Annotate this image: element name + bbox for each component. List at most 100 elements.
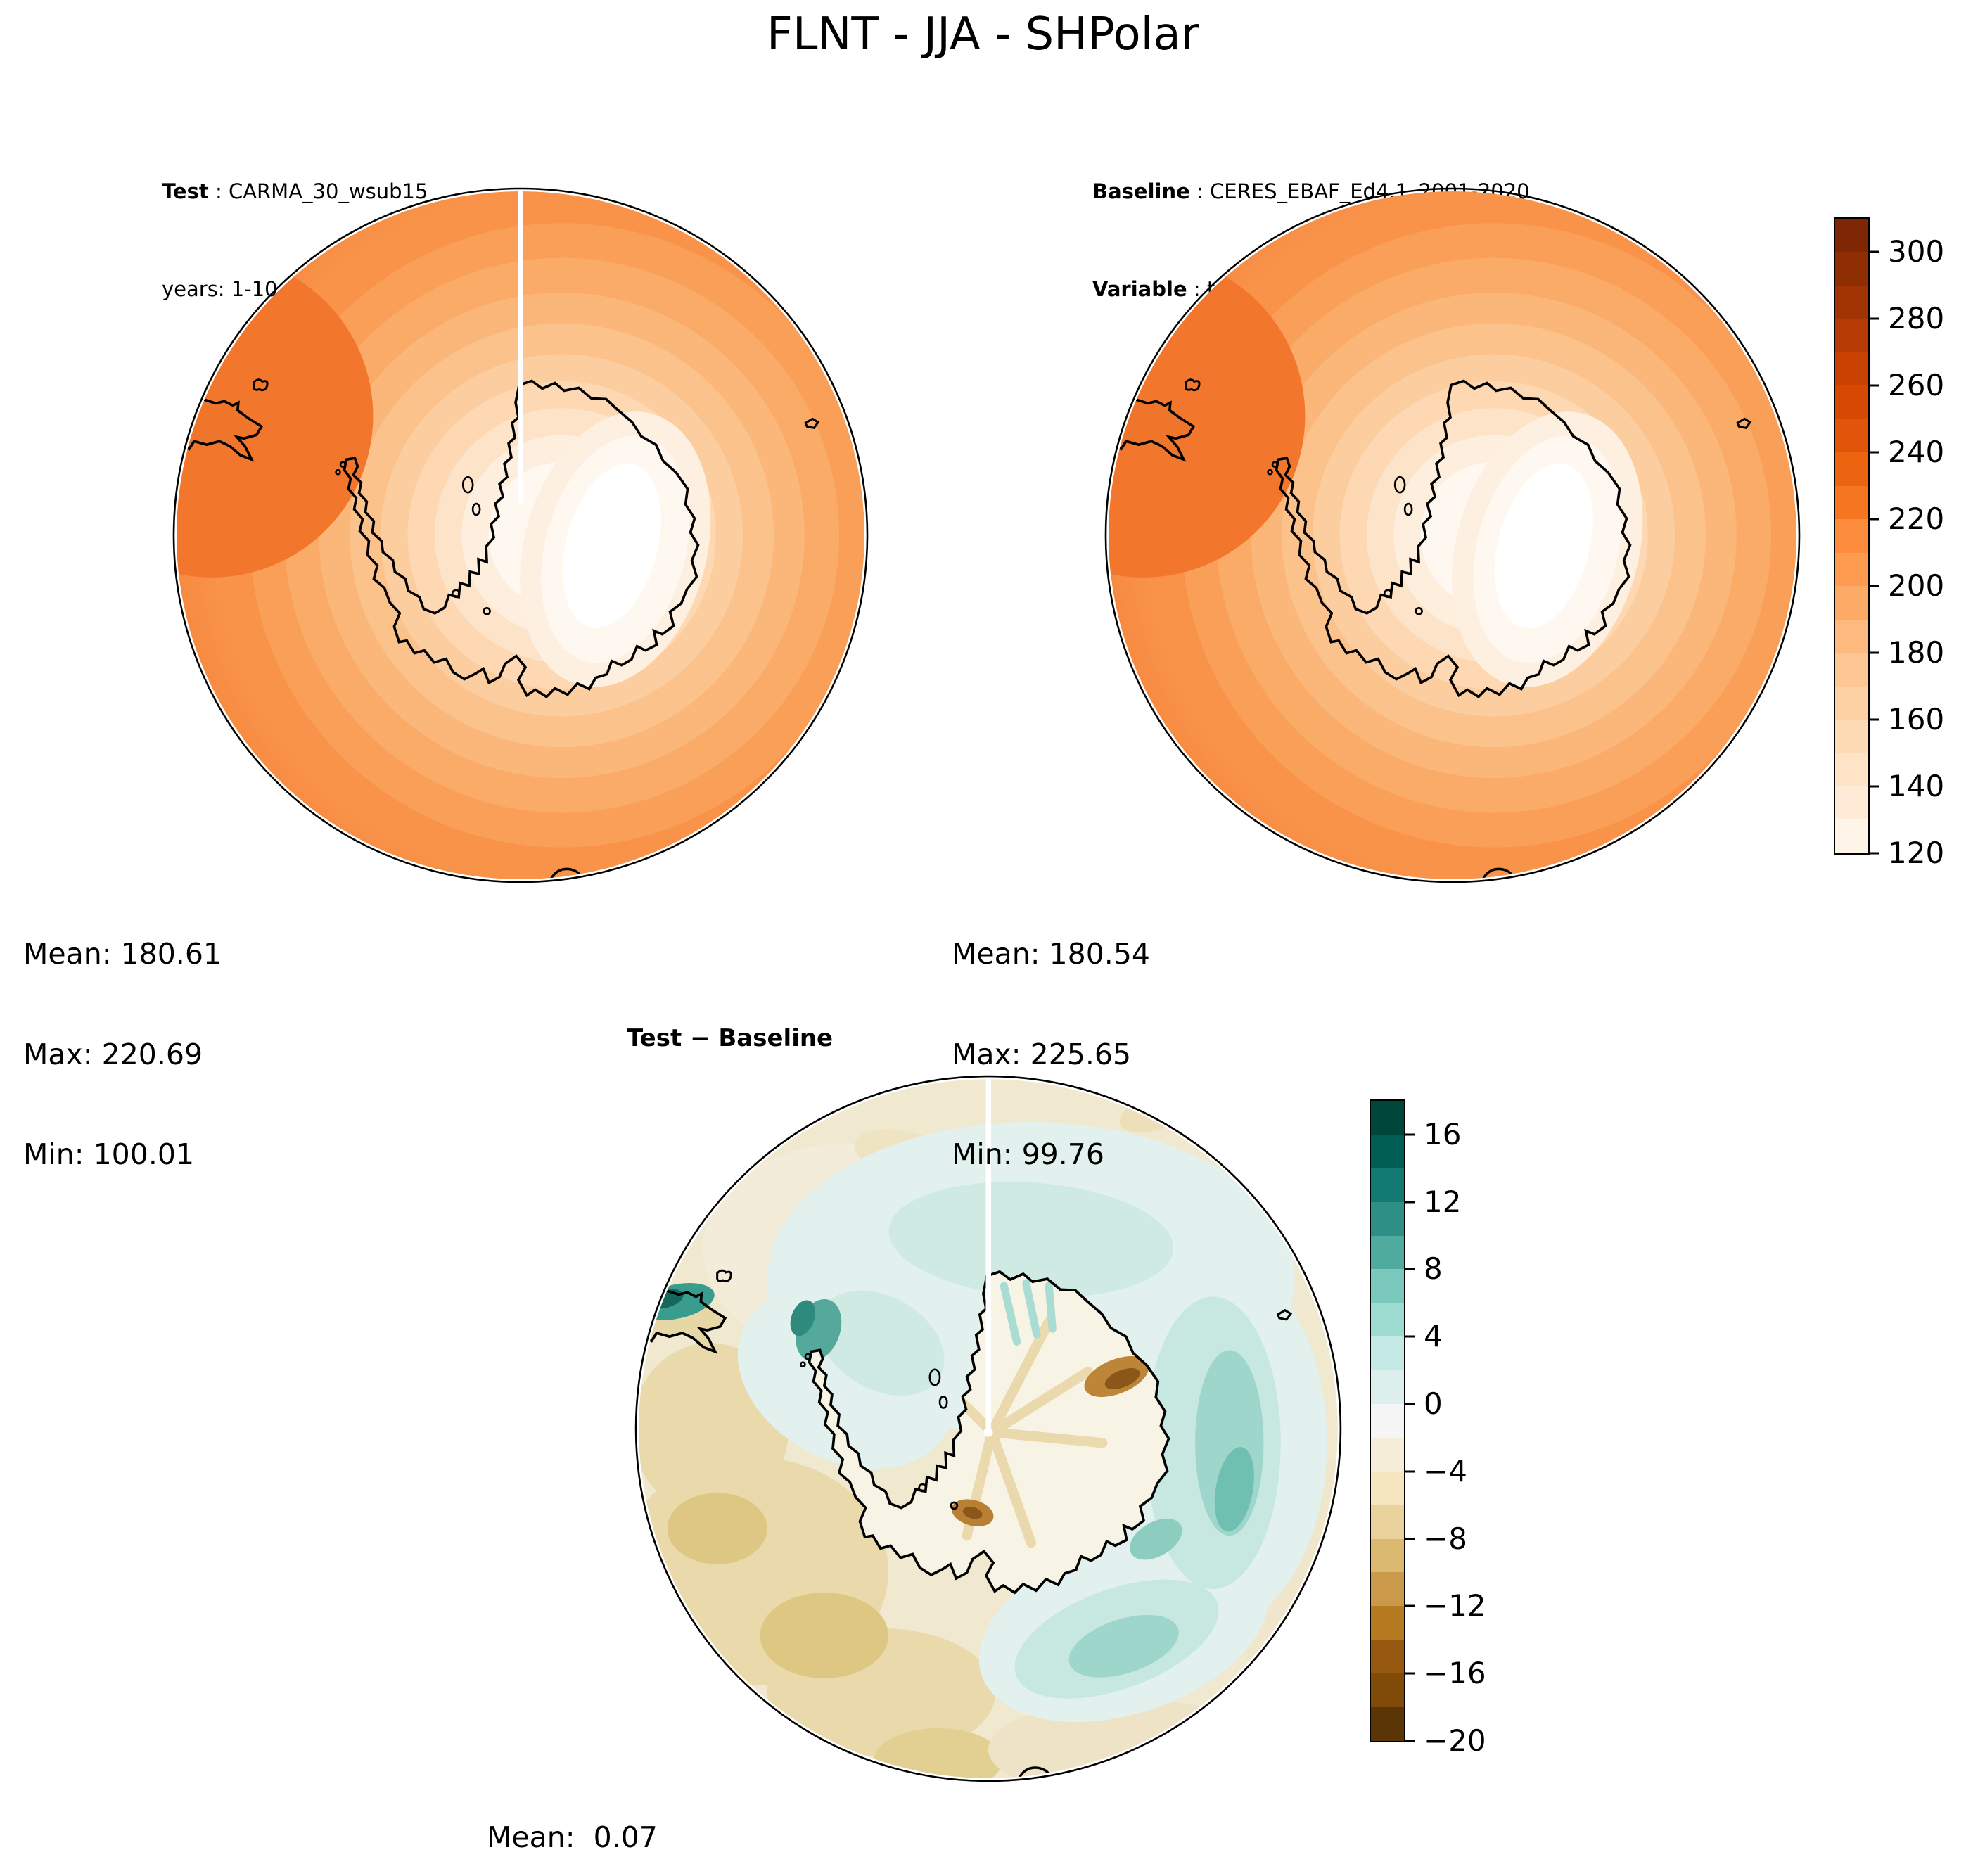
meridian-seam xyxy=(985,1079,992,1432)
colorbar-band xyxy=(1371,1201,1404,1236)
colorbar-tick-label: 180 xyxy=(1888,635,1945,670)
baseline-stat-max: Max: 225.65 xyxy=(952,1037,1132,1071)
colorbar-tick-label: 280 xyxy=(1888,301,1945,336)
colorbar-band xyxy=(1371,1707,1404,1741)
colorbar-band xyxy=(1835,686,1868,720)
test-label: Test xyxy=(162,179,209,203)
colorbar-tick-label: 12 xyxy=(1424,1184,1462,1219)
diff-stats: Mean: 0.07 Max: 9.50 Min: -21.39 xyxy=(487,1754,658,1876)
colorbar-band xyxy=(1371,1538,1404,1573)
colorbar-band xyxy=(1371,1572,1404,1607)
colorbar-tick-label: 16 xyxy=(1424,1116,1462,1151)
colorbar-band xyxy=(1835,786,1868,820)
colorbar-tick-label: 200 xyxy=(1888,568,1945,604)
colorbar-tick xyxy=(1868,518,1879,521)
colorbar-band xyxy=(1835,753,1868,786)
colorbar-tick xyxy=(1868,451,1879,454)
colorbar-tick xyxy=(1404,1604,1415,1607)
baseline-stat-min: Min: 99.76 xyxy=(952,1137,1104,1172)
colorbar-tick-label: 260 xyxy=(1888,368,1945,403)
colorbar-tick-label: −4 xyxy=(1424,1453,1467,1488)
colorbar-tick xyxy=(1868,384,1879,387)
colorbar-tick-label: 220 xyxy=(1888,502,1945,537)
colorbar-band xyxy=(1835,319,1868,352)
baseline-stat-mean: Mean: 180.54 xyxy=(952,937,1151,971)
diff-stat-mean: Mean: 0.07 xyxy=(487,1820,658,1855)
test-dataset: : CARMA_30_wsub15 xyxy=(208,179,428,203)
colorbar-band xyxy=(1835,586,1868,620)
colorbar-tick xyxy=(1868,718,1879,721)
colorbar-tick-label: 300 xyxy=(1888,234,1945,269)
colorbar-tick-label: 160 xyxy=(1888,702,1945,737)
positive-diff-teal-region xyxy=(737,1121,1327,1723)
map-boundary-circle xyxy=(1104,187,1801,883)
colorbar-tick xyxy=(1868,651,1879,654)
test-years: years: 1-10 xyxy=(162,276,278,301)
colorbar-band xyxy=(1371,1269,1404,1303)
colorbar-flux-bands xyxy=(1835,219,1868,853)
colorbar-tick xyxy=(1868,785,1879,788)
colorbar-band xyxy=(1371,1303,1404,1337)
colorbar-tick-label: 8 xyxy=(1424,1251,1443,1287)
colorbar-tick-label: −8 xyxy=(1424,1521,1467,1556)
test-header-line1: Test : CARMA_30_wsub15 xyxy=(162,175,428,208)
colorbar-band xyxy=(1371,1336,1404,1371)
colorbar-band xyxy=(1835,519,1868,553)
colorbar-tick-label: 120 xyxy=(1888,836,1945,870)
meridian-seam xyxy=(518,191,523,505)
colorbar-band xyxy=(1835,419,1868,453)
colorbar-band xyxy=(1371,1673,1404,1708)
colorbar-band xyxy=(1835,619,1868,653)
variable-label: Variable xyxy=(1092,276,1187,301)
colorbar-tick xyxy=(1404,1403,1415,1405)
colorbar-band xyxy=(1835,452,1868,486)
test-stat-max: Max: 220.69 xyxy=(23,1037,203,1071)
colorbar-tick-label: −12 xyxy=(1424,1588,1486,1623)
colorbar-band xyxy=(1371,1235,1404,1270)
colorbar-band xyxy=(1371,1370,1404,1405)
colorbar-band xyxy=(1371,1437,1404,1472)
baseline-map-field xyxy=(1108,191,1797,880)
colorbar-tick xyxy=(1404,1740,1415,1742)
map-baseline-panel xyxy=(1104,187,1801,883)
colorbar-band xyxy=(1371,1101,1404,1135)
colorbar-band xyxy=(1835,252,1868,286)
colorbar-band xyxy=(1371,1404,1404,1438)
colorbar-tick xyxy=(1404,1201,1415,1204)
figure-title: FLNT - JJA - SHPolar xyxy=(767,8,1199,60)
map-boundary-circle xyxy=(634,1075,1342,1782)
test-map-field xyxy=(176,191,865,880)
colorbar-tick xyxy=(1404,1133,1415,1136)
colorbar-tick-label: −16 xyxy=(1424,1656,1486,1691)
colorbar-band xyxy=(1835,819,1868,853)
colorbar-band xyxy=(1371,1471,1404,1505)
colorbar-band xyxy=(1371,1640,1404,1674)
colorbar-tick-label: 4 xyxy=(1424,1319,1443,1354)
colorbar-band xyxy=(1835,720,1868,753)
colorbar-band xyxy=(1835,485,1868,520)
colorbar-tick xyxy=(1404,1470,1415,1473)
pole-point xyxy=(983,1427,993,1437)
colorbar-tick-label: 140 xyxy=(1888,769,1945,804)
map-boundary-circle xyxy=(172,187,869,883)
colorbar-tick-label: 0 xyxy=(1424,1386,1443,1422)
colorbar-band xyxy=(1835,352,1868,386)
test-stat-min: Min: 100.01 xyxy=(23,1137,195,1172)
colorbar-flux: 300 280 260 240 220 200 180 160 140 120 xyxy=(1834,217,1944,868)
test-stat-mean: Mean: 180.61 xyxy=(23,937,222,971)
map-diff-panel xyxy=(634,1075,1342,1782)
diff-map-field xyxy=(639,1079,1338,1778)
diff-panel-title: Test − Baseline xyxy=(627,1024,834,1052)
colorbar-band xyxy=(1371,1168,1404,1202)
colorbar-diff: 16 12 8 4 0 −4 −8 −12 −16 −20 xyxy=(1370,1099,1486,1756)
colorbar-band xyxy=(1371,1134,1404,1168)
colorbar-tick xyxy=(1868,317,1879,320)
antarctica-interior-detail xyxy=(933,1279,1149,1548)
colorbar-band xyxy=(1835,653,1868,687)
colorbar-tick xyxy=(1404,1538,1415,1540)
baseline-label: Baseline xyxy=(1092,179,1190,203)
colorbar-tick xyxy=(1404,1335,1415,1338)
colorbar-tick-label: 240 xyxy=(1888,435,1945,470)
colorbar-tick xyxy=(1868,585,1879,587)
colorbar-tick xyxy=(1868,852,1879,855)
